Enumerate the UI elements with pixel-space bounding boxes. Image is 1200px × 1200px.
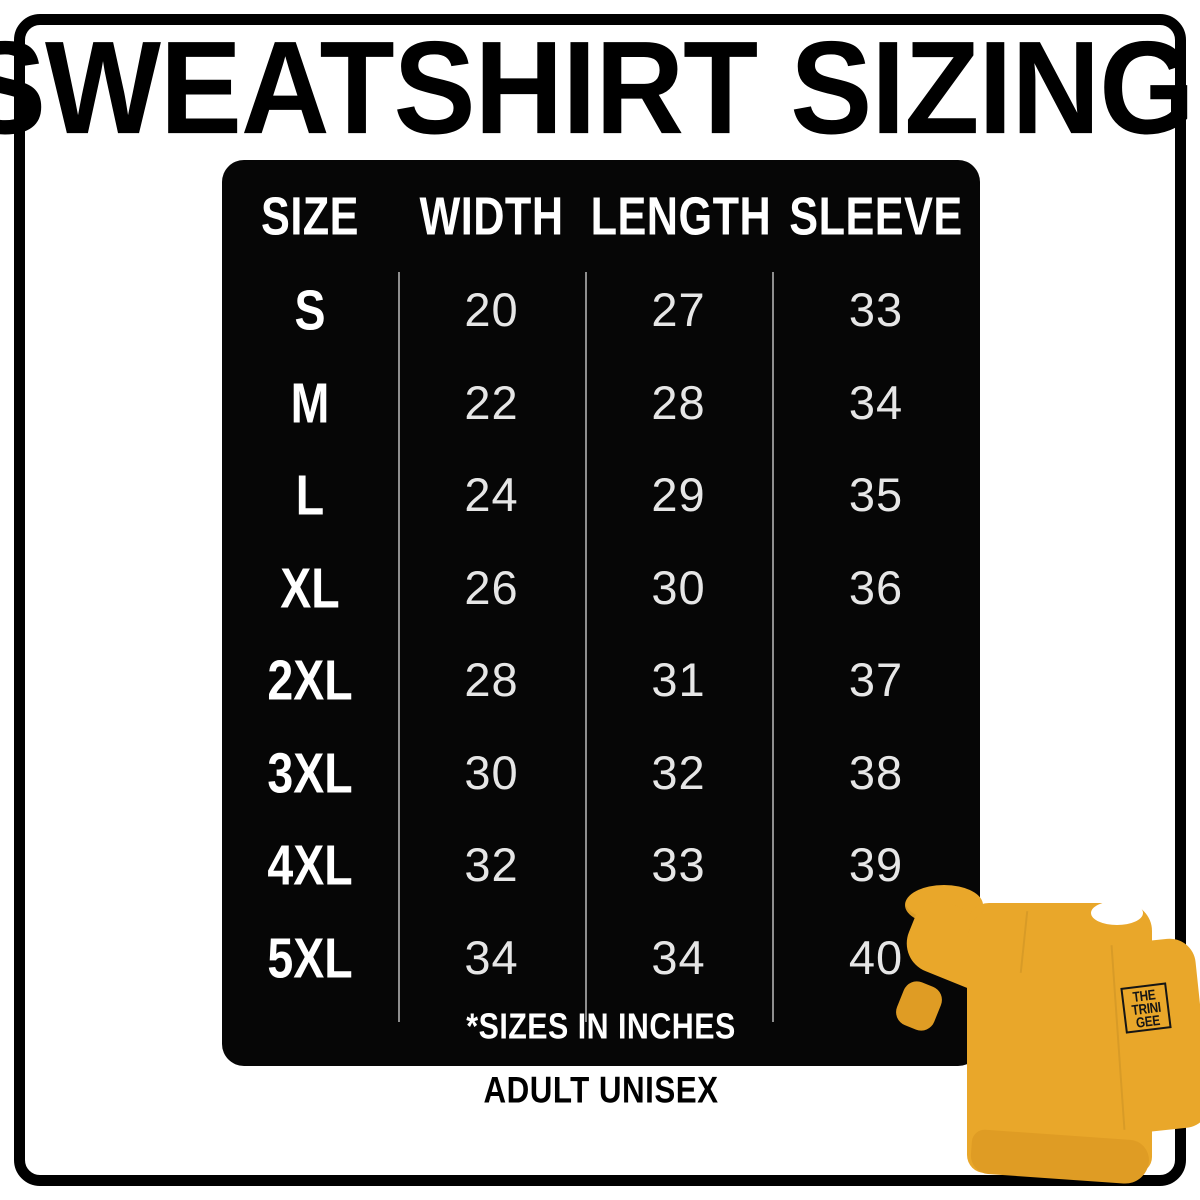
table-row: M 22 28 34 <box>222 357 980 450</box>
cell-length: 34 <box>651 930 706 984</box>
cell-width: 28 <box>464 653 519 707</box>
footnote-adult-unisex: ADULT UNISEX <box>483 1068 719 1111</box>
cell-sleeve: 36 <box>848 560 904 614</box>
cell-size: M <box>290 370 330 435</box>
cell-size: S <box>294 278 326 343</box>
table-row: 2XL 28 31 37 <box>222 634 980 727</box>
cell-length: 31 <box>651 653 706 707</box>
column-divider-2 <box>585 272 587 1022</box>
table-row: 3XL 30 32 38 <box>222 727 980 820</box>
column-divider-1 <box>398 272 400 1022</box>
table-row: L 24 29 35 <box>222 449 980 542</box>
brand-logo: THE TRINI GEE <box>1120 982 1172 1034</box>
cell-size: 5XL <box>267 925 353 990</box>
cell-size: 3XL <box>267 740 353 805</box>
table-row: S 20 27 33 <box>222 264 980 357</box>
cell-width: 30 <box>464 745 519 799</box>
page-title: SWEATSHIRT SIZING CHART <box>0 13 1200 162</box>
sweatshirt-neck-hole <box>1091 901 1143 925</box>
cell-length: 29 <box>651 468 706 522</box>
cell-size: 4XL <box>267 833 353 898</box>
table-row: 5XL 34 34 40 <box>222 912 980 1005</box>
logo-line-3: GEE <box>1134 1011 1161 1031</box>
size-table-panel: SIZE WIDTH LENGTH SLEEVE S 20 27 33 M 22… <box>222 160 980 1066</box>
cell-width: 32 <box>464 838 519 892</box>
cell-sleeve: 33 <box>848 283 904 337</box>
cell-width: 22 <box>464 375 519 429</box>
table-header-row: SIZE WIDTH LENGTH SLEEVE <box>222 186 980 246</box>
column-header-length: LENGTH <box>590 185 772 247</box>
column-divider-3 <box>772 272 774 1022</box>
column-header-width: WIDTH <box>419 185 564 247</box>
sweatshirt-product-image: THE TRINI GEE <box>891 885 1200 1186</box>
table-body: S 20 27 33 M 22 28 34 L 24 29 35 XL 26 3… <box>222 264 980 1004</box>
cell-length: 30 <box>651 560 706 614</box>
footnote-sizes-in-inches: *SIZES IN INCHES <box>466 1005 736 1047</box>
cell-length: 27 <box>651 283 706 337</box>
cell-sleeve: 39 <box>848 838 904 892</box>
cell-length: 32 <box>651 745 706 799</box>
cell-length: 28 <box>651 375 706 429</box>
cell-size: XL <box>280 555 340 620</box>
cell-width: 26 <box>464 560 519 614</box>
table-row: XL 26 30 36 <box>222 542 980 635</box>
column-header-sleeve: SLEEVE <box>789 185 963 247</box>
cell-sleeve: 37 <box>848 653 904 707</box>
column-header-size: SIZE <box>261 185 359 247</box>
cell-width: 20 <box>464 283 519 337</box>
cell-width: 34 <box>464 930 519 984</box>
outer-border-frame <box>14 14 1186 1186</box>
cell-size: 2XL <box>267 648 353 713</box>
cell-size: L <box>295 463 325 528</box>
cell-length: 33 <box>651 838 706 892</box>
table-row: 4XL 32 33 39 <box>222 819 980 912</box>
cell-sleeve: 40 <box>848 930 904 984</box>
cell-sleeve: 38 <box>848 745 904 799</box>
cell-width: 24 <box>464 468 519 522</box>
cell-sleeve: 35 <box>848 468 904 522</box>
cell-sleeve: 34 <box>848 375 904 429</box>
